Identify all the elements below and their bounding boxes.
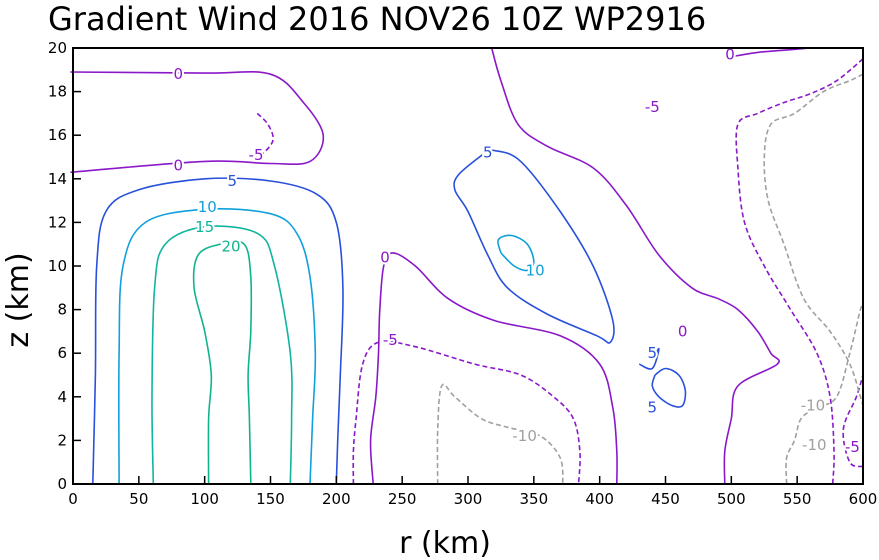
y-tick-label-0: 0 bbox=[57, 475, 67, 493]
contour-line-6 bbox=[369, 252, 618, 485]
contour-line-14 bbox=[735, 58, 864, 485]
contour-line-9 bbox=[497, 234, 535, 272]
y-tick-label-1: 2 bbox=[57, 431, 67, 449]
contour-line-17 bbox=[436, 383, 564, 485]
y-tick-label-3: 6 bbox=[57, 344, 67, 362]
contour-label-11: 5 bbox=[648, 344, 658, 362]
contour-label-15: 0 bbox=[678, 322, 688, 340]
x-axis-title: r (km) bbox=[399, 526, 491, 560]
x-tick-label-10: 500 bbox=[717, 490, 746, 508]
chart-title: Gradient Wind 2016 NOV26 10Z WP2916 bbox=[48, 0, 706, 38]
x-axis: 0 50 100 150 200 250 300 350 400 450 500 550 600 bbox=[68, 476, 877, 508]
y-tick-label-10: 20 bbox=[48, 39, 67, 57]
contour-line-16 bbox=[763, 73, 864, 406]
y-tick-label-5: 10 bbox=[48, 257, 67, 275]
contour-label-7: 0 bbox=[380, 248, 390, 266]
x-tick-label-0: 0 bbox=[68, 490, 78, 508]
x-tick-label-11: 550 bbox=[783, 490, 812, 508]
y-axis: 0 2 4 6 8 10 12 14 16 18 20 bbox=[48, 39, 81, 493]
contour-line-18 bbox=[785, 303, 864, 485]
contour-line-4 bbox=[151, 225, 293, 485]
contour-label-10: 10 bbox=[526, 261, 545, 279]
y-tick-label-4: 8 bbox=[57, 301, 67, 319]
contour-line-3 bbox=[117, 208, 317, 485]
y-tick-label-9: 18 bbox=[48, 83, 67, 101]
contour-line-8 bbox=[453, 149, 615, 344]
x-tick-label-1: 50 bbox=[129, 490, 148, 508]
contour-label-13: -10 bbox=[512, 427, 537, 445]
contour-line-11 bbox=[651, 367, 687, 408]
x-tick-label-12: 600 bbox=[849, 490, 878, 508]
x-tick-label-2: 100 bbox=[190, 490, 219, 508]
x-tick-label-7: 350 bbox=[520, 490, 549, 508]
contour-label-17: -10 bbox=[801, 397, 826, 415]
contour-lines bbox=[70, 47, 864, 485]
contour-line-0 bbox=[70, 71, 325, 174]
plot-frame bbox=[72, 47, 864, 485]
contour-label-18: -10 bbox=[802, 436, 827, 454]
contour-label-2: -5 bbox=[249, 146, 264, 164]
contour-line-7 bbox=[352, 340, 581, 485]
contour-label-8: -5 bbox=[383, 331, 398, 349]
y-tick-label-8: 16 bbox=[48, 126, 67, 144]
contour-line-5 bbox=[192, 240, 253, 485]
y-axis-title: z (km) bbox=[1, 252, 36, 347]
y-tick-label-2: 4 bbox=[57, 388, 67, 406]
contour-line-13 bbox=[731, 47, 811, 58]
y-tick-label-7: 14 bbox=[48, 170, 67, 188]
contour-label-9: 5 bbox=[483, 144, 493, 162]
contour-label-3: 5 bbox=[228, 172, 238, 190]
x-tick-label-8: 400 bbox=[585, 490, 614, 508]
x-tick-label-9: 450 bbox=[651, 490, 680, 508]
contour-line-12 bbox=[490, 47, 780, 485]
contour-line-1 bbox=[254, 112, 274, 158]
contour-label-19: -5 bbox=[845, 438, 860, 456]
x-tick-label-5: 250 bbox=[388, 490, 417, 508]
contour-labels: 0 0 -5 5 10 15 20 0 -5 5 10 5 5 -10 -5 0 0 -10 -10 -5 bbox=[172, 44, 862, 458]
contour-line-10 bbox=[638, 347, 660, 370]
x-tick-label-3: 150 bbox=[256, 490, 285, 508]
contour-label-5: 15 bbox=[195, 218, 214, 236]
contour-line-2 bbox=[92, 177, 344, 485]
contour-label-6: 20 bbox=[221, 237, 240, 255]
contour-label-16: 0 bbox=[725, 46, 735, 64]
contour-label-12: 5 bbox=[648, 399, 658, 417]
x-tick-label-6: 300 bbox=[454, 490, 483, 508]
contour-label-4: 10 bbox=[198, 198, 217, 216]
contour-label-1: 0 bbox=[174, 157, 184, 175]
contour-label-14: -5 bbox=[645, 98, 660, 116]
y-tick-label-6: 12 bbox=[48, 213, 67, 231]
contour-label-0: 0 bbox=[174, 65, 184, 83]
x-tick-label-4: 200 bbox=[322, 490, 351, 508]
